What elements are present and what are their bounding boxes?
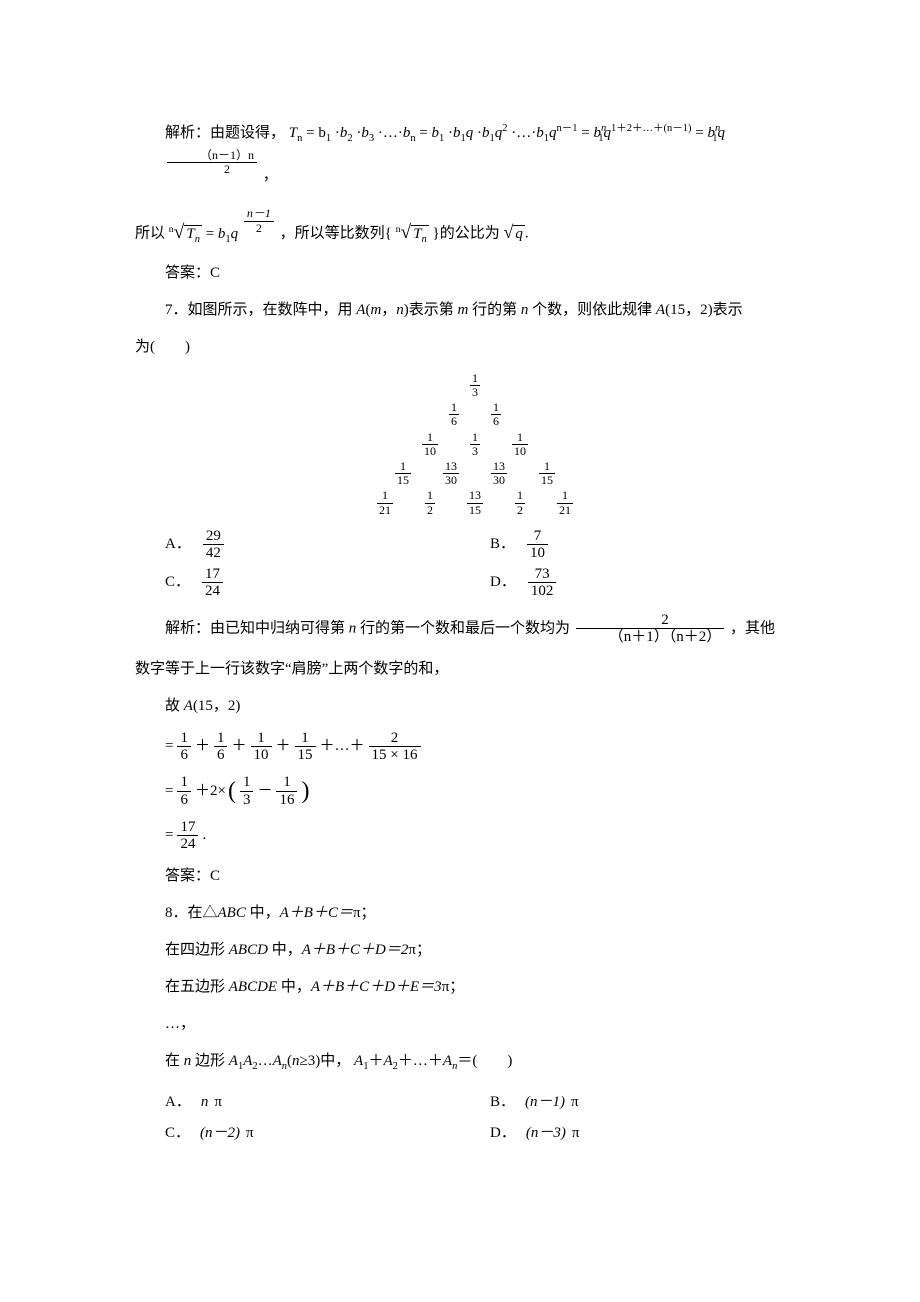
triangle-cell: 121: [377, 489, 393, 516]
triangle-cell: 13: [470, 431, 480, 458]
q7-opt-C: C．1724: [165, 566, 490, 600]
triangle-cell: 115: [539, 460, 555, 487]
p6-analysis: 解析：由题设得， Tn = b1 ·b2 ·b3 ·…·bn = b1 ·b1q…: [135, 120, 815, 189]
q7-eq3: = 1724.: [165, 819, 815, 853]
q7-eq1: = 16 ＋ 16 ＋ 110 ＋ 115 ＋…＋ 215 × 16: [165, 730, 815, 764]
q7-analysis2: 数字等于上一行该数字“肩膀”上两个数字的和，: [135, 656, 815, 683]
triangle-cell: 110: [422, 431, 438, 458]
q7-opt-B: B．710: [490, 528, 815, 562]
triangle-cell: 121: [557, 489, 573, 516]
triangle-cell: 115: [395, 460, 411, 487]
q7-triangle: 1316161101311011513301330115121121315121…: [135, 371, 815, 518]
q7-opt-D: D．73102: [490, 566, 815, 600]
triangle-cell: 1330: [491, 460, 507, 487]
p6-line2: 所以 n√Tn = b1q n－12 ，所以等比数列{ n√Tn }的公比为 √…: [135, 207, 815, 250]
q8-options: A．nπ B．(n－1)π C．(n－2)π D．(n－3)π: [165, 1087, 815, 1149]
q8-opt-B: B．(n－1)π: [490, 1089, 815, 1116]
triangle-cell: 16: [449, 401, 459, 428]
triangle-cell: 13: [470, 372, 480, 399]
q7-opt-A: A．2942: [165, 528, 490, 562]
q7-eq2: = 16 ＋2× ( 13 － 116 ): [165, 770, 815, 813]
q8-opt-C: C．(n－2)π: [165, 1120, 490, 1147]
q8-dots: …，: [135, 1011, 815, 1038]
q8-opt-D: D．(n－3)π: [490, 1120, 815, 1147]
q7-options: A．2942 B．710 C．1724 D．73102: [165, 526, 815, 602]
p6-answer: 答案：C: [135, 260, 815, 287]
text: 解析：由题设得，: [165, 125, 285, 141]
q7-stem2: 为( ): [135, 334, 815, 361]
q7-therefore: 故 A(15，2): [135, 693, 815, 720]
triangle-cell: 1330: [443, 460, 459, 487]
q8-l2: 在四边形 ABCD 中，A＋B＋C＋D＝2π；: [135, 937, 815, 964]
triangle-cell: 12: [425, 489, 435, 516]
triangle-cell: 110: [512, 431, 528, 458]
q7-stem: 7．如图所示，在数阵中，用 A(m，n)表示第 m 行的第 n 个数，则依此规律…: [135, 297, 815, 324]
triangle-cell: 1315: [467, 489, 483, 516]
q8-l4: 在 n 边形 A1A2…An(n≥3)中， A1＋A2＋…＋An＝( ): [135, 1048, 815, 1077]
triangle-cell: 16: [491, 401, 501, 428]
q7-analysis: 解析：由已知中归纳可得第 n 行的第一个数和最后一个数均为 2（n＋1）（n＋2…: [135, 612, 815, 646]
q8-l3: 在五边形 ABCDE 中，A＋B＋C＋D＋E＝3π；: [135, 974, 815, 1001]
q8-l1: 8．在△ABC 中，A＋B＋C＝π；: [135, 900, 815, 927]
triangle-cell: 12: [515, 489, 525, 516]
q7-answer: 答案：C: [135, 863, 815, 890]
q8-opt-A: A．nπ: [165, 1089, 490, 1116]
